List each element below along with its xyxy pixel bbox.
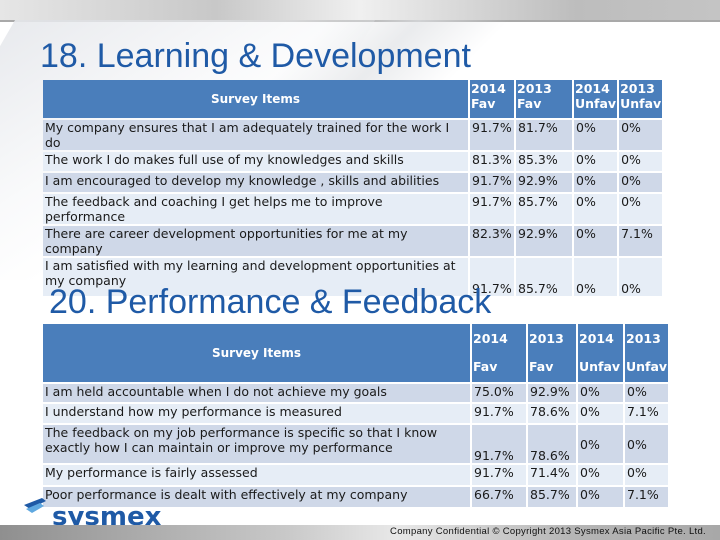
unfav-2013: 7.1%: [625, 487, 669, 507]
fav-2014: 81.3%: [470, 152, 514, 171]
fav-2013: 85.7%: [516, 258, 572, 296]
fav-2014: 91.7%: [472, 425, 526, 463]
section-title-performance: 20. Performance & Feedback: [49, 283, 492, 321]
unfav-2014: 0%: [578, 487, 623, 507]
fav-2013: 78.6%: [528, 404, 576, 423]
fav-2014: 91.7%: [470, 258, 514, 296]
header-2013-unfav: 2013 Unfav: [625, 324, 669, 382]
fav-2013: 85.7%: [528, 487, 576, 507]
survey-item: I understand how my performance is measu…: [43, 404, 470, 423]
fav-2014: 75.0%: [472, 384, 526, 402]
header-survey-items: Survey Items: [43, 80, 468, 118]
footer-bar: Company Confidential © Copyright 2013 Sy…: [0, 525, 720, 540]
header-2013-fav: 2013 Fav: [528, 324, 576, 382]
header-2014-fav: 2014 Fav: [472, 324, 526, 382]
header-survey-items: Survey Items: [43, 324, 470, 382]
unfav-2014: 0%: [578, 404, 623, 423]
unfav-2014: 0%: [574, 258, 618, 296]
fav-2014: 66.7%: [472, 487, 526, 507]
learning-development-table: Survey Items 2014 Fav 2013 Fav 2014 Unfav 2…: [41, 78, 664, 298]
copyright-text: Company Confidential © Copyright 2013 Sy…: [390, 526, 706, 537]
table-row: I am satisfied with my learning and deve…: [43, 258, 663, 296]
unfav-2013: 0%: [625, 425, 669, 463]
unfav-2013: 0%: [619, 120, 663, 150]
table-row: I am encouraged to develop my knowledge …: [43, 173, 663, 192]
fav-2014: 91.7%: [472, 465, 526, 485]
survey-item: The feedback and coaching I get helps me…: [43, 194, 468, 224]
survey-item: The work I do makes full use of my knowl…: [43, 152, 468, 171]
unfav-2014: 0%: [578, 384, 623, 402]
fav-2013: 92.9%: [528, 384, 576, 402]
fav-2014: 91.7%: [470, 173, 514, 192]
fav-2013: 85.7%: [516, 194, 572, 224]
survey-item: I am satisfied with my learning and deve…: [43, 258, 468, 296]
survey-item: I am held accountable when I do not achi…: [43, 384, 470, 402]
unfav-2013: 0%: [625, 384, 669, 402]
survey-item: My performance is fairly assessed: [43, 465, 470, 485]
table-row: My performance is fairly assessed 91.7% …: [43, 465, 669, 485]
survey-item: Poor performance is dealt with effective…: [43, 487, 470, 507]
table-row: The feedback and coaching I get helps me…: [43, 194, 663, 224]
fav-2014: 91.7%: [470, 120, 514, 150]
header-2014-unfav: 2014 Unfav: [578, 324, 623, 382]
table-row: My company ensures that I am adequately …: [43, 120, 663, 150]
survey-item: I am encouraged to develop my knowledge …: [43, 173, 468, 192]
performance-feedback-table: Survey Items 2014 Fav 2013 Fav 2014 Unfav 2…: [41, 322, 670, 509]
unfav-2013: 0%: [619, 194, 663, 224]
sysmex-swoosh-icon: [22, 497, 48, 522]
unfav-2014: 0%: [574, 152, 618, 171]
unfav-2013: 0%: [619, 173, 663, 192]
fav-2014: 91.7%: [472, 404, 526, 423]
section-title-learning: 18. Learning & Development: [40, 37, 471, 75]
survey-item: There are career development opportuniti…: [43, 226, 468, 256]
table-row: I understand how my performance is measu…: [43, 404, 669, 423]
unfav-2014: 0%: [574, 120, 618, 150]
table-row: There are career development opportuniti…: [43, 226, 663, 256]
survey-item: My company ensures that I am adequately …: [43, 120, 468, 150]
table-row: I am held accountable when I do not achi…: [43, 384, 669, 402]
header-2014-unfav: 2014 Unfav: [574, 80, 618, 118]
fav-2014: 82.3%: [470, 226, 514, 256]
unfav-2013: 7.1%: [619, 226, 663, 256]
unfav-2013: 0%: [625, 465, 669, 485]
unfav-2013: 0%: [619, 258, 663, 296]
table-row: The work I do makes full use of my knowl…: [43, 152, 663, 171]
table-row: The feedback on my job performance is sp…: [43, 425, 669, 463]
unfav-2014: 0%: [574, 194, 618, 224]
header-2013-unfav: 2013 Unfav: [619, 80, 663, 118]
fav-2013: 85.3%: [516, 152, 572, 171]
unfav-2014: 0%: [574, 173, 618, 192]
fav-2013: 71.4%: [528, 465, 576, 485]
fav-2013: 81.7%: [516, 120, 572, 150]
unfav-2013: 7.1%: [625, 404, 669, 423]
unfav-2013: 0%: [619, 152, 663, 171]
fav-2013: 92.9%: [516, 173, 572, 192]
unfav-2014: 0%: [578, 465, 623, 485]
unfav-2014: 0%: [578, 425, 623, 463]
fav-2013: 92.9%: [516, 226, 572, 256]
table-row: Poor performance is dealt with effective…: [43, 487, 669, 507]
fav-2013: 78.6%: [528, 425, 576, 463]
fav-2014: 91.7%: [470, 194, 514, 224]
unfav-2014: 0%: [574, 226, 618, 256]
top-banner: [0, 0, 720, 22]
header-2013-fav: 2013 Fav: [516, 80, 572, 118]
survey-item: The feedback on my job performance is sp…: [43, 425, 470, 463]
header-2014-fav: 2014 Fav: [470, 80, 514, 118]
